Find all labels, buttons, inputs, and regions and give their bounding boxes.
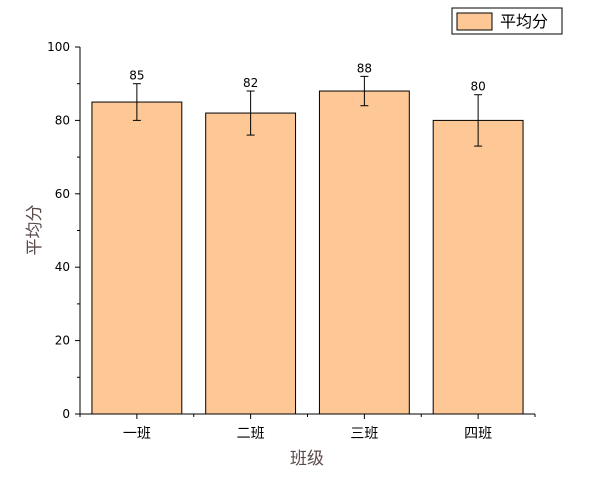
x-axis-title: 班级 <box>290 449 324 469</box>
y-axis-title: 平均分 <box>25 205 45 256</box>
data-label-2: 82 <box>243 76 258 90</box>
y-tick-label: 80 <box>55 113 70 127</box>
data-label-4: 80 <box>470 80 485 94</box>
legend-swatch <box>456 12 493 31</box>
data-label-3: 88 <box>357 61 372 75</box>
x-ticks-group: 一班 二班 三班 四班 <box>79 414 536 442</box>
legend-label: 平均分 <box>500 12 548 31</box>
x-tick-label-4: 四班 <box>464 426 492 442</box>
x-tick-label-2: 二班 <box>237 426 265 442</box>
bar-2 <box>205 112 297 415</box>
bar-3 <box>318 90 410 415</box>
y-ticks-group: 0 20 40 60 80 100 <box>47 40 80 421</box>
y-tick-label: 20 <box>55 334 70 348</box>
bar-1 <box>91 101 183 415</box>
legend: 平均分 <box>451 7 563 35</box>
y-tick-label: 60 <box>55 187 70 201</box>
data-labels-group: 85 82 88 80 <box>129 61 486 93</box>
y-tick-label: 100 <box>47 40 70 54</box>
x-tick-label-1: 一班 <box>123 426 151 442</box>
data-label-1: 85 <box>129 69 144 83</box>
y-tick-label: 0 <box>62 407 70 421</box>
bars-group <box>91 90 524 415</box>
bar-4 <box>432 119 524 415</box>
error-bars-group <box>132 75 483 147</box>
x-tick-label-3: 三班 <box>350 426 378 442</box>
y-tick-label: 40 <box>55 260 70 274</box>
